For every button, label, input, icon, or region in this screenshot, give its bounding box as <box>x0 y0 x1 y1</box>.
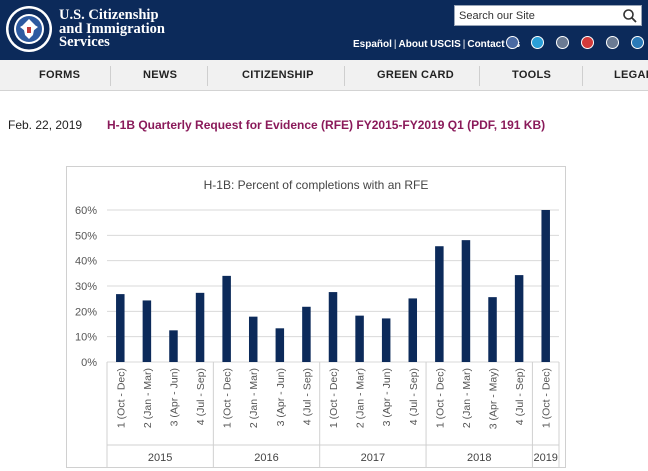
bar <box>169 330 178 362</box>
y-tick-label: 30% <box>75 281 97 293</box>
nav-news[interactable]: NEWS <box>143 69 178 81</box>
nav-legal[interactable]: LEGAL <box>614 69 648 81</box>
nav-divider <box>582 66 583 86</box>
bar <box>408 298 418 362</box>
facebook-icon[interactable] <box>506 36 519 49</box>
y-tick-label: 10% <box>75 332 97 344</box>
bar <box>435 246 444 362</box>
separator: | <box>393 38 397 50</box>
chart-svg: H-1B: Percent of completions with an RFE… <box>75 178 560 467</box>
x-tick-label: 3 (Apr - May) <box>488 368 500 429</box>
bar <box>248 316 258 362</box>
nav-divider <box>344 66 345 86</box>
bar <box>488 297 497 362</box>
nav-tools[interactable]: TOOLS <box>512 69 552 81</box>
publish-date: Feb. 22, 2019 <box>8 118 83 132</box>
bar <box>302 306 311 362</box>
group-label: 2017 <box>361 452 385 464</box>
y-tick-label: 20% <box>75 306 97 318</box>
x-tick-label: 4 (Jul - Sep) <box>301 368 313 425</box>
bar <box>328 292 338 362</box>
nav-divider <box>207 66 208 86</box>
bar <box>275 328 285 362</box>
nav-green-card[interactable]: GREEN CARD <box>377 69 454 81</box>
nav-divider <box>110 66 111 86</box>
nav-forms[interactable]: FORMS <box>39 69 81 81</box>
utility-links: Español | About USCIS | Contact Us <box>353 37 520 51</box>
nav-citizenship[interactable]: CITIZENSHIP <box>242 69 314 81</box>
twitter-icon[interactable] <box>531 36 544 49</box>
x-tick-label: 2 (Jan - Mar) <box>461 368 473 428</box>
separator: | <box>462 38 466 50</box>
about-uscis-link[interactable]: About USCIS <box>398 38 461 50</box>
y-tick-label: 50% <box>75 230 97 242</box>
x-tick-label: 3 (Apr - Jun) <box>168 368 180 426</box>
chart-title: H-1B: Percent of completions with an RFE <box>204 178 429 192</box>
agency-line-2: and Immigration <box>59 20 165 37</box>
instagram-icon[interactable] <box>556 36 569 49</box>
bar <box>514 275 524 362</box>
search-input[interactable] <box>459 8 619 24</box>
search-icon[interactable] <box>622 8 638 24</box>
x-tick-label: 3 (Apr - Jun) <box>381 368 393 426</box>
x-tick-label: 3 (Apr - Jun) <box>275 368 287 426</box>
x-tick-label: 1 (Oct - Dec) <box>328 368 340 428</box>
agency-line-3: Services <box>59 34 110 50</box>
x-tick-label: 1 (Oct - Dec) <box>115 368 127 428</box>
x-tick-label: 2 (Jan - Mar) <box>142 368 154 428</box>
x-tick-label: 1 (Oct - Dec) <box>222 368 234 428</box>
contact-us-link[interactable]: Contact Us <box>467 38 521 50</box>
site-header: U.S. Citizenship and Immigration Service… <box>0 0 648 60</box>
bar <box>195 292 205 362</box>
dhs-seal-icon[interactable] <box>5 5 53 53</box>
x-tick-label: 4 (Jul - Sep) <box>408 368 420 425</box>
rfe-chart: H-1B: Percent of completions with an RFE… <box>66 166 566 468</box>
linkedin-icon[interactable] <box>631 36 644 49</box>
bar <box>541 210 550 362</box>
y-tick-label: 40% <box>75 256 97 268</box>
main-nav: FORMS NEWS CITIZENSHIP GREEN CARD TOOLS … <box>0 60 648 91</box>
y-tick-label: 0% <box>81 357 97 369</box>
group-label: 2016 <box>254 452 278 464</box>
bar <box>461 240 471 362</box>
y-tick-label: 60% <box>75 205 97 217</box>
x-tick-label: 2 (Jan - Mar) <box>355 368 367 428</box>
search-box <box>454 5 642 26</box>
youtube-icon[interactable] <box>581 36 594 49</box>
x-tick-label: 4 (Jul - Sep) <box>514 368 526 425</box>
bar <box>222 275 231 362</box>
x-tick-label: 1 (Oct - Dec) <box>541 368 553 428</box>
social-icons <box>506 36 648 49</box>
agency-name[interactable]: U.S. Citizenship and Immigration Service… <box>59 7 165 50</box>
bar <box>142 300 152 362</box>
email-icon[interactable] <box>606 36 619 49</box>
group-label: 2018 <box>467 452 491 464</box>
x-tick-label: 1 (Oct - Dec) <box>434 368 446 428</box>
pdf-document-link[interactable]: H-1B Quarterly Request for Evidence (RFE… <box>107 118 546 132</box>
nav-divider <box>479 66 480 86</box>
x-tick-label: 4 (Jul - Sep) <box>195 368 207 425</box>
group-label: 2019 <box>533 452 557 464</box>
bar <box>355 315 364 362</box>
bar <box>381 318 391 362</box>
group-label: 2015 <box>148 452 172 464</box>
agency-line-1: U.S. Citizenship <box>59 7 159 23</box>
espanol-link[interactable]: Español <box>353 38 392 50</box>
x-tick-label: 2 (Jan - Mar) <box>248 368 260 428</box>
bar <box>116 294 125 362</box>
